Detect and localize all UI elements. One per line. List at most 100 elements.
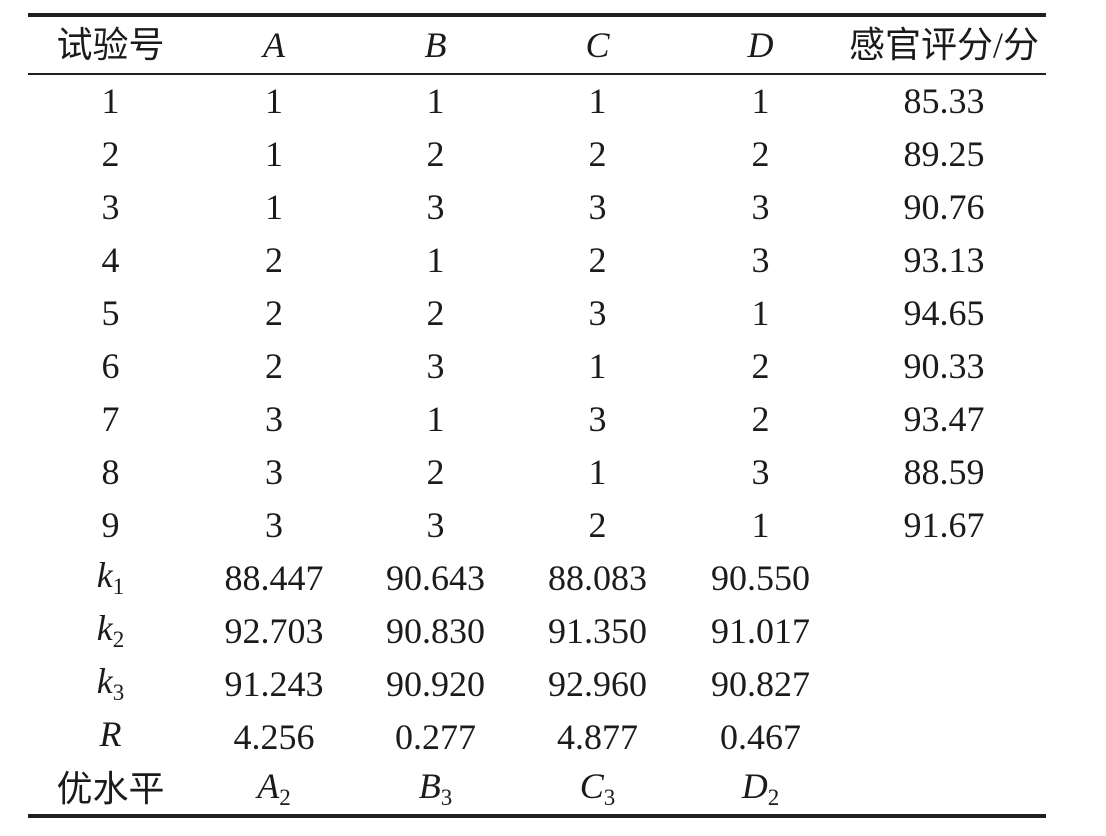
cell-score: 93.13 xyxy=(903,239,985,280)
cell-a: 1 xyxy=(265,186,283,227)
cell-stat-label: k1 xyxy=(28,551,193,604)
cell-b: 0.277 xyxy=(395,716,476,757)
orthogonal-experiment-table: 试验号 A B C D 感官评分/分 1 1 1 1 1 85.33 2 1 2… xyxy=(28,13,1046,818)
cell-a: 91.243 xyxy=(224,663,324,704)
cell-d: 2 xyxy=(751,345,770,386)
table-row: 1 1 1 1 1 85.33 xyxy=(28,74,1046,127)
cell-d: 90.827 xyxy=(711,663,810,704)
cell-b: 1 xyxy=(426,81,445,121)
cell-score: 88.59 xyxy=(903,451,985,492)
cell-b: 1 xyxy=(426,398,445,439)
cell-a: 1 xyxy=(265,81,283,121)
cell-score: 89.25 xyxy=(903,133,985,174)
stat-row-range: R 4.256 0.277 4.877 0.467 xyxy=(28,710,1046,763)
stat-label-base: k xyxy=(96,608,113,648)
cell-score-empty xyxy=(842,763,1046,816)
cell-c: 1 xyxy=(588,451,607,492)
cell-c: 2 xyxy=(588,504,607,545)
cell-b: 3 xyxy=(426,504,445,545)
cell-c: 92.960 xyxy=(548,663,647,704)
cell-a: 1 xyxy=(265,133,283,174)
cell-score-empty xyxy=(842,710,1046,763)
cell-a: 3 xyxy=(265,451,283,492)
table-row: 3 1 3 3 3 90.76 xyxy=(28,180,1046,233)
cell-d: 2 xyxy=(751,398,770,439)
cell-d: 3 xyxy=(751,451,770,492)
cell-score: 85.33 xyxy=(903,81,985,121)
cell-c: 1 xyxy=(588,345,607,386)
cell-exp-no: 3 xyxy=(101,186,120,227)
table-row: 4 2 1 2 3 93.13 xyxy=(28,233,1046,286)
table-row: 9 3 3 2 1 91.67 xyxy=(28,498,1046,551)
cell-optimal-a: A2 xyxy=(193,763,355,816)
table-header-row: 试验号 A B C D 感官评分/分 xyxy=(28,15,1046,74)
stat-row-k2: k2 92.703 90.830 91.350 91.017 xyxy=(28,604,1046,657)
table-row: 6 2 3 1 2 90.33 xyxy=(28,339,1046,392)
cell-d: 2 xyxy=(751,133,770,174)
cell-score: 90.33 xyxy=(903,345,985,386)
cell-exp-no: 4 xyxy=(101,239,120,280)
cell-a: 3 xyxy=(265,398,283,439)
cell-d: 3 xyxy=(751,186,770,227)
cell-b: 90.920 xyxy=(386,663,485,704)
cell-b: 2 xyxy=(426,451,445,492)
optimal-b-subscript: 3 xyxy=(440,785,453,810)
optimal-d-subscript: 2 xyxy=(767,785,780,810)
cell-score: 93.47 xyxy=(903,398,985,439)
optimal-a-base: A xyxy=(257,766,280,806)
cell-a: 4.256 xyxy=(233,716,315,757)
cell-b: 90.643 xyxy=(386,557,485,598)
stat-label-subscript: 1 xyxy=(112,574,125,599)
cell-score: 94.65 xyxy=(903,292,985,333)
cell-c: 1 xyxy=(588,81,607,121)
cell-b: 3 xyxy=(426,186,445,227)
cell-d: 1 xyxy=(751,504,770,545)
cell-c: 88.083 xyxy=(548,557,647,598)
optimal-a-subscript: 2 xyxy=(279,785,291,810)
cell-exp-no: 6 xyxy=(101,345,120,386)
cell-optimal-d: D2 xyxy=(679,763,842,816)
cell-b: 2 xyxy=(426,292,445,333)
cell-d: 1 xyxy=(751,81,770,121)
header-factor-b: B xyxy=(424,25,447,65)
cell-b: 3 xyxy=(426,345,445,386)
cell-d: 1 xyxy=(751,292,770,333)
stat-row-k1: k1 88.447 90.643 88.083 90.550 xyxy=(28,551,1046,604)
optimal-c-base: C xyxy=(579,766,604,806)
cell-c: 91.350 xyxy=(548,610,647,651)
table-row: 5 2 2 3 1 94.65 xyxy=(28,286,1046,339)
cell-score-empty xyxy=(842,604,1046,657)
cell-a: 3 xyxy=(265,504,283,545)
optimal-b-base: B xyxy=(418,766,441,806)
optimal-level-row: 优水平 A2 B3 C3 D2 xyxy=(28,763,1046,816)
cell-b: 90.830 xyxy=(386,610,485,651)
stat-label-base: k xyxy=(96,555,113,595)
cell-b: 2 xyxy=(426,133,445,174)
cell-d: 3 xyxy=(751,239,770,280)
stat-row-k3: k3 91.243 90.920 92.960 90.827 xyxy=(28,657,1046,710)
optimal-d-base: D xyxy=(741,766,768,806)
stat-label-subscript: 3 xyxy=(112,680,125,705)
cell-exp-no: 7 xyxy=(101,398,120,439)
cell-c: 2 xyxy=(588,239,607,280)
cell-c: 2 xyxy=(588,133,607,174)
cell-score-empty xyxy=(842,657,1046,710)
cell-d: 90.550 xyxy=(711,557,810,598)
cell-a: 88.447 xyxy=(224,557,324,598)
header-factor-a: A xyxy=(263,25,285,65)
table-row: 8 3 2 1 3 88.59 xyxy=(28,445,1046,498)
cell-a: 2 xyxy=(265,345,283,386)
table-row: 7 3 1 3 2 93.47 xyxy=(28,392,1046,445)
cell-a: 92.703 xyxy=(224,610,324,651)
cell-score-empty xyxy=(842,551,1046,604)
cell-optimal-b: B3 xyxy=(355,763,516,816)
cell-a: 2 xyxy=(265,292,283,333)
stat-label-subscript: 2 xyxy=(112,627,125,652)
optimal-c-subscript: 3 xyxy=(603,785,616,810)
cell-exp-no: 2 xyxy=(101,133,120,174)
cell-optimal-label: 优水平 xyxy=(56,768,165,809)
cell-score: 90.76 xyxy=(903,186,985,227)
cell-stat-label: R xyxy=(28,710,193,763)
cell-c: 3 xyxy=(588,292,607,333)
